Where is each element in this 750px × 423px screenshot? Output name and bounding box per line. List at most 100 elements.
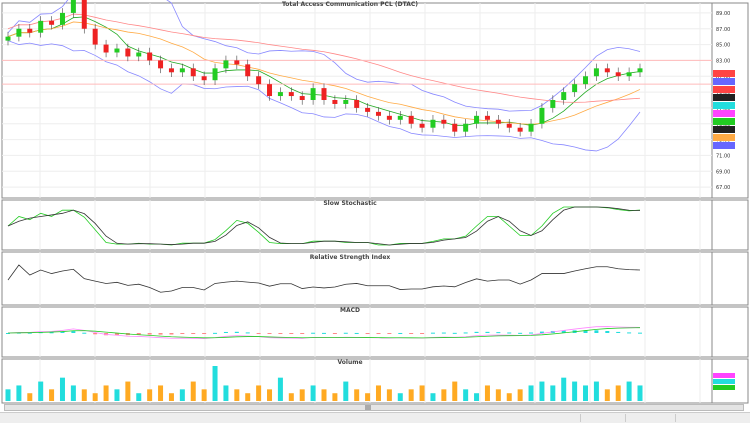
macd-histogram-bar [616, 331, 621, 333]
candle-body [179, 68, 185, 73]
macd-histogram-bar [278, 333, 283, 334]
volume-bar [572, 381, 578, 401]
macd-histogram-bar [474, 331, 479, 333]
macd-signal-line [7, 327, 641, 339]
macd-histogram-bar [354, 332, 359, 334]
macd-histogram-bar [594, 330, 599, 333]
volume-bar [397, 393, 403, 401]
y-tick-label: 89.00 [716, 11, 730, 17]
volume-bar [256, 385, 262, 401]
candle-body [583, 76, 589, 85]
candle-body [528, 123, 534, 132]
macd-histogram-bar [387, 333, 392, 334]
candle-body [147, 52, 153, 61]
volume-bar [158, 385, 164, 401]
volume-bar [495, 389, 501, 401]
volume-bar [212, 366, 218, 401]
horizontal-scrollbar[interactable] [4, 404, 744, 411]
candle-body [463, 123, 469, 132]
macd-histogram-bar [234, 331, 239, 333]
macd-histogram-bar [267, 333, 272, 334]
volume-bar [343, 381, 349, 401]
candle-body [397, 115, 403, 120]
macd-title: MACD [340, 307, 360, 314]
volume-bar [419, 385, 425, 401]
macd-histogram-bar [561, 330, 566, 333]
candle-body [103, 44, 109, 53]
volume-bar [27, 393, 33, 401]
macd-histogram-bar [27, 332, 32, 334]
candle-body [190, 68, 196, 77]
candle-body [637, 68, 643, 73]
volume-bar [310, 385, 316, 401]
macd-histogram-bar [256, 333, 261, 334]
candle-body [572, 84, 578, 93]
candle-body [408, 115, 414, 124]
volume-bar [539, 381, 545, 401]
volume-bar [321, 389, 327, 401]
candle-body [223, 60, 229, 69]
volume-bar [245, 393, 251, 401]
status-cell [625, 414, 666, 422]
macd-histogram-bar [223, 331, 228, 333]
macd-histogram-bar [245, 332, 250, 334]
candle-body [430, 119, 436, 128]
volume-title: Volume [337, 359, 363, 366]
volume-bar [38, 381, 44, 401]
macd-histogram-bar [409, 333, 414, 334]
volume-bar [299, 389, 305, 401]
candle-body [332, 100, 338, 104]
macd-histogram-bar [82, 332, 87, 334]
panel-frame [1, 2, 749, 199]
volume-bar [267, 389, 273, 401]
candle-body [288, 92, 294, 97]
candle-body [136, 52, 142, 57]
price-tag [713, 94, 735, 101]
volume-bar [484, 385, 490, 401]
y-tick-label: 81.00 [716, 74, 730, 80]
macd-histogram-bar [605, 331, 610, 333]
candle-body [441, 119, 447, 124]
volume-bar [114, 389, 120, 401]
volume-bar [408, 389, 414, 401]
volume-bar [354, 389, 360, 401]
macd-histogram-bar [583, 330, 588, 333]
rsi-line [7, 264, 641, 293]
candle-body [201, 76, 207, 81]
candle-body [604, 68, 610, 73]
macd-histogram-bar [463, 332, 468, 334]
candle-body [517, 127, 523, 132]
macd-histogram-bar [332, 333, 337, 334]
price-tag [713, 102, 735, 109]
volume-bar [593, 381, 599, 401]
volume-bar [125, 381, 131, 401]
rsi-title: Relative Strength Index [309, 254, 391, 261]
y-tick-label: 69.00 [716, 169, 730, 175]
volume-bar [81, 389, 87, 401]
volume-bar [16, 385, 22, 401]
candle-body [506, 123, 512, 128]
stochastic-title: Slow Stochastic [323, 200, 377, 207]
panel-frame [1, 251, 749, 306]
volume-bar [615, 385, 621, 401]
scrollbar-thumb[interactable] [365, 405, 371, 410]
candle-body [16, 28, 22, 37]
macd-histogram-bar [376, 333, 381, 334]
macd-histogram-bar [49, 332, 54, 334]
volume-tag [713, 373, 735, 378]
candle-body [38, 20, 44, 33]
volume-bar [386, 389, 392, 401]
volume-bar [550, 385, 556, 401]
candle-body [365, 107, 371, 112]
volume-bar [637, 385, 643, 401]
macd-histogram-bar [365, 333, 370, 334]
candle-body [114, 48, 120, 53]
volume-bar [179, 389, 185, 401]
candle-body [27, 28, 33, 33]
candle-body [245, 64, 251, 77]
panel-frame [1, 199, 749, 251]
candle-body [125, 48, 131, 57]
macd-histogram-bar [420, 333, 425, 334]
candle-body [212, 68, 218, 81]
candle-body [256, 76, 262, 85]
